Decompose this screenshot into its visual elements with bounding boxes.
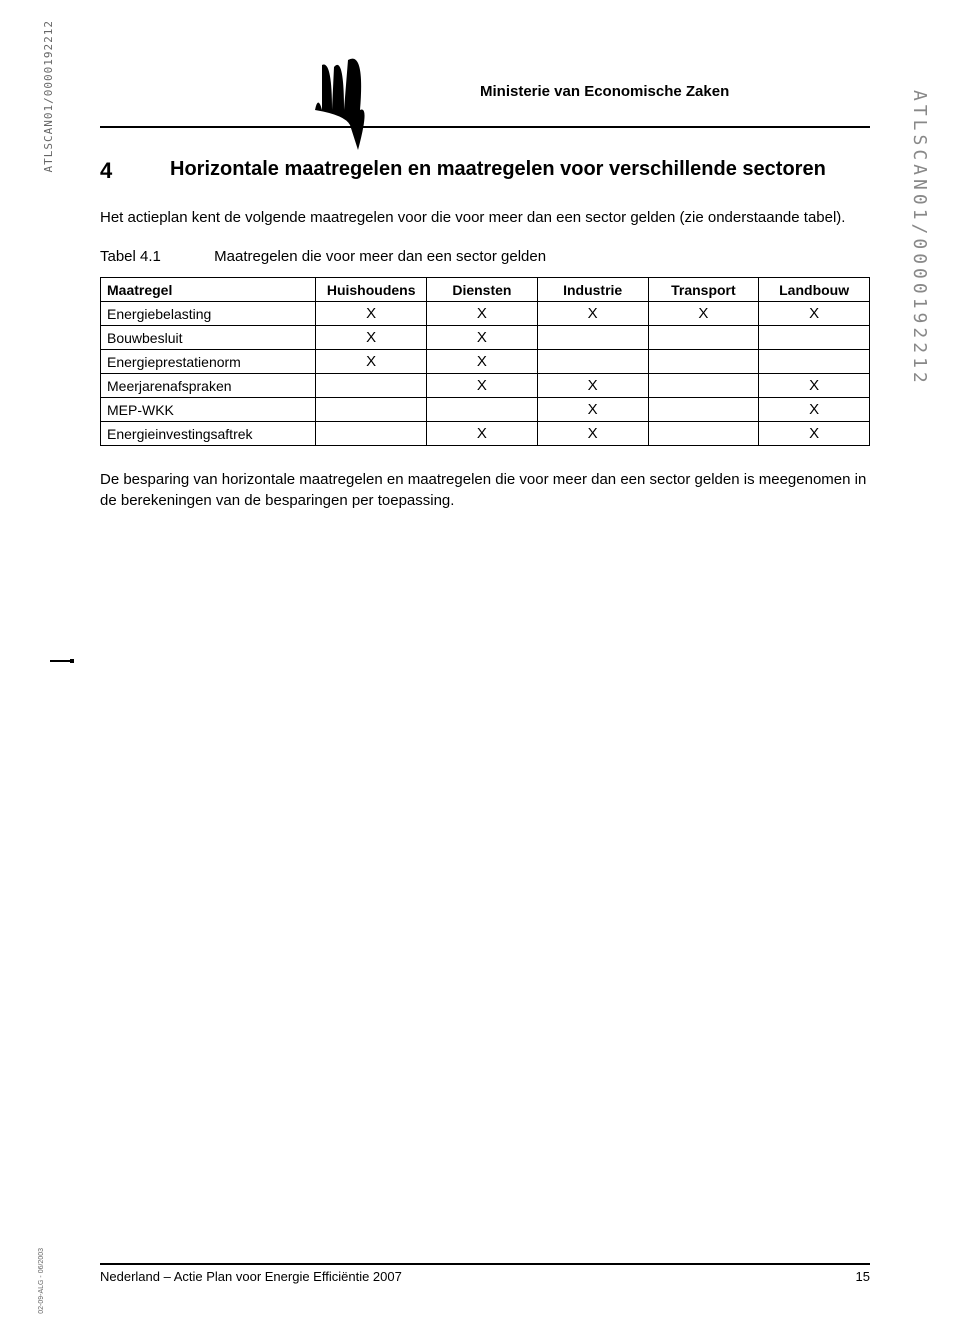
row-label: Meerjarenafspraken: [101, 374, 316, 398]
cell-mark: [759, 326, 870, 350]
table-caption-text: Maatregelen die voor meer dan een sector…: [214, 248, 546, 265]
cell-mark: [316, 422, 427, 446]
footer-code: 02-09-ALG - 06/2003: [38, 1248, 45, 1314]
footer-title: Nederland – Actie Plan voor Energie Effi…: [100, 1269, 402, 1284]
cell-mark: [648, 326, 759, 350]
measures-table: Maatregel Huishoudens Diensten Industrie…: [100, 277, 870, 446]
cell-mark: X: [316, 350, 427, 374]
col-header: Industrie: [537, 278, 648, 302]
cell-mark: X: [648, 302, 759, 326]
cell-mark: X: [759, 398, 870, 422]
cell-mark: [537, 326, 648, 350]
cell-mark: [316, 398, 427, 422]
col-header: Maatregel: [101, 278, 316, 302]
cell-mark: [648, 374, 759, 398]
table-row: MEP-WKK X X: [101, 398, 870, 422]
cell-mark: [316, 374, 427, 398]
cell-mark: X: [316, 326, 427, 350]
col-header: Transport: [648, 278, 759, 302]
cell-mark: X: [427, 422, 538, 446]
cell-mark: X: [537, 302, 648, 326]
col-header: Diensten: [427, 278, 538, 302]
cell-mark: X: [537, 422, 648, 446]
cell-mark: X: [759, 374, 870, 398]
col-header: Huishoudens: [316, 278, 427, 302]
cell-mark: [648, 350, 759, 374]
row-label: Bouwbesluit: [101, 326, 316, 350]
cell-mark: [537, 350, 648, 374]
page-number: 15: [856, 1269, 870, 1284]
cell-mark: X: [427, 302, 538, 326]
section-title: Horizontale maatregelen en maatregelen v…: [170, 158, 870, 184]
cell-mark: X: [537, 398, 648, 422]
ministry-name: Ministerie van Economische Zaken: [480, 83, 729, 100]
row-label: Energieinvestingsaftrek: [101, 422, 316, 446]
cell-mark: [648, 398, 759, 422]
intro-paragraph: Het actieplan kent de volgende maatregel…: [100, 208, 870, 228]
section-number: 4: [100, 158, 170, 184]
row-label: Energieprestatienorm: [101, 350, 316, 374]
cell-mark: X: [427, 374, 538, 398]
cell-mark: X: [759, 422, 870, 446]
margin-mark: [50, 660, 70, 662]
outro-paragraph: De besparing van horizontale maatregelen…: [100, 470, 870, 511]
table-caption-number: Tabel 4.1: [100, 248, 210, 265]
col-header: Landbouw: [759, 278, 870, 302]
header: Ministerie van Economische Zaken: [100, 60, 870, 128]
cell-mark: [648, 422, 759, 446]
logo-icon: [310, 60, 380, 120]
cell-mark: X: [316, 302, 427, 326]
table-row: EnergiebelastingXXXXX: [101, 302, 870, 326]
cell-mark: X: [427, 326, 538, 350]
table-row: EnergieprestatienormXX: [101, 350, 870, 374]
row-label: MEP-WKK: [101, 398, 316, 422]
table-row: EnergieinvestingsaftrekXXX: [101, 422, 870, 446]
table-header-row: Maatregel Huishoudens Diensten Industrie…: [101, 278, 870, 302]
scan-id-left: ATLSCAN01/0000192212: [42, 20, 55, 172]
section-heading: 4 Horizontale maatregelen en maatregelen…: [100, 158, 870, 184]
cell-mark: X: [537, 374, 648, 398]
page: ATLSCAN01/0000192212 ATLSCAN01/000019221…: [0, 0, 960, 1334]
cell-mark: [759, 350, 870, 374]
cell-mark: X: [759, 302, 870, 326]
table-caption: Tabel 4.1 Maatregelen die voor meer dan …: [100, 248, 870, 265]
cell-mark: X: [427, 350, 538, 374]
footer: Nederland – Actie Plan voor Energie Effi…: [100, 1263, 870, 1284]
row-label: Energiebelasting: [101, 302, 316, 326]
cell-mark: [427, 398, 538, 422]
table-row: MeerjarenafsprakenXXX: [101, 374, 870, 398]
scan-id-right: ATLSCAN01/0000192212: [909, 90, 930, 387]
table-row: BouwbesluitXX: [101, 326, 870, 350]
